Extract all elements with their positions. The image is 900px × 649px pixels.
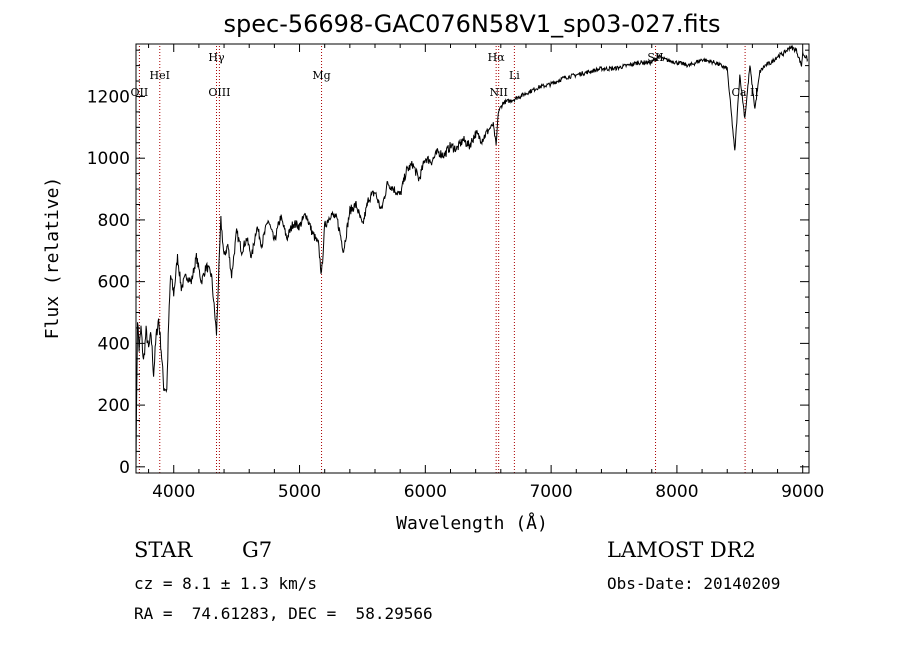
line-marker-label: SII: [647, 51, 663, 64]
x-tick-label: 6000: [404, 482, 447, 502]
x-axis-ticks: 4000 5000 6000 7000 8000 9000: [148, 44, 824, 502]
coordinates-text: RA = 74.61283, DEC = 58.29566: [134, 604, 433, 623]
spectrum-line: [135, 44, 809, 467]
plot-frame: [135, 43, 810, 474]
line-marker-label: OII: [131, 86, 149, 99]
y-tick-label: 200: [98, 396, 130, 416]
x-tick-label: 7000: [529, 482, 572, 502]
y-tick-label: 1200: [87, 87, 130, 107]
line-marker-label: Li: [509, 69, 520, 82]
y-tick-label: 400: [98, 334, 130, 354]
redshift-text: cz = 8.1 ± 1.3 km/s: [134, 574, 318, 593]
x-tick-label: 8000: [655, 482, 698, 502]
y-tick-label: 600: [98, 273, 130, 293]
y-tick-label: 0: [119, 458, 130, 478]
object-subclass: G7: [242, 538, 273, 562]
y-tick-label: 1000: [87, 149, 130, 169]
x-axis-label: Wavelength (Å): [396, 512, 548, 534]
obs-date-text: Obs-Date: 20140209: [607, 574, 781, 593]
y-axis-label: Flux (relative): [42, 177, 63, 340]
line-marker-label: Hγ: [208, 51, 225, 64]
line-marker-label: OIII: [208, 86, 230, 99]
x-tick-label: 9000: [781, 482, 824, 502]
y-axis-ticks: 0 200 400 600 800 1000 1200: [87, 49, 809, 478]
x-tick-label: 5000: [278, 482, 321, 502]
survey-name: LAMOST DR2: [607, 538, 756, 562]
line-marker-label: HeI: [150, 69, 170, 82]
chart-title: spec-56698-GAC076N58V1_sp03-027.fits: [224, 10, 721, 38]
x-tick-label: 4000: [152, 482, 195, 502]
line-marker-label: Ca II: [732, 86, 759, 99]
y-tick-label: 800: [98, 211, 130, 231]
object-class: STAR: [134, 538, 193, 562]
line-marker-label: Hα: [488, 51, 506, 64]
line-marker-label: Mg: [312, 69, 330, 82]
line-marker-label: NII: [490, 86, 508, 99]
